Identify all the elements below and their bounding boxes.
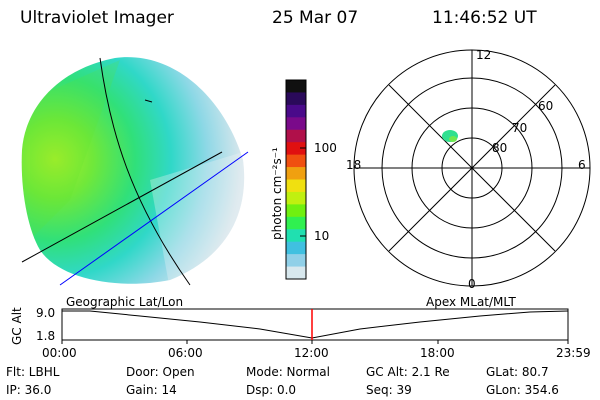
mlt-0-label: 0 (468, 277, 476, 291)
colorbar-segment (286, 254, 306, 268)
mode-status: Mode: Normal (246, 365, 330, 379)
x-tick-1200: 12:00 (294, 346, 329, 360)
altitude-curve (62, 310, 569, 339)
colorbar-segment (286, 80, 306, 93)
earth-disk (21, 57, 245, 284)
filter-status: Flt: LBHL (6, 365, 60, 379)
y-tick-1-8: 1.8 (36, 329, 56, 343)
instrument-title: Ultraviolet Imager (20, 8, 174, 28)
colorbar-tick-10: 10 (314, 229, 330, 243)
colorbar-segment (286, 204, 306, 218)
lon-line (59, 151, 249, 286)
colorbar-segment (286, 92, 306, 106)
dsp-status: Dsp: 0.0 (246, 383, 297, 397)
glon-status: GLon: 354.6 (486, 383, 559, 397)
colorbar-segment (286, 216, 306, 230)
lat-line (21, 151, 223, 263)
x-tick-1800: 18:00 (420, 346, 455, 360)
gc-alt-status: GC Alt: 2.1 Re (366, 365, 450, 379)
mlt-6-label: 6 (578, 158, 586, 172)
colorbar-segment (286, 241, 306, 255)
colorbar-segment (286, 117, 306, 131)
colorbar-segment (286, 142, 306, 156)
ip-status: IP: 36.0 (6, 383, 52, 397)
mlat-80-label: 80 (492, 141, 508, 155)
glat-status: GLat: 80.7 (486, 365, 549, 379)
geographic-label: Geographic Lat/Lon (66, 295, 184, 309)
mlt-12-label: 12 (476, 48, 492, 62)
x-tick-0000: 00:00 (42, 346, 77, 360)
time-label: 11:46:52 UT (432, 8, 537, 28)
mlat-70-label: 70 (512, 121, 528, 135)
colorbar-segment (286, 179, 306, 193)
apex-label: Apex MLat/MLT (426, 295, 516, 309)
colorbar-tick-100: 100 (314, 141, 337, 155)
x-tick-0600: 06:00 (168, 346, 203, 360)
colorbar-segment (286, 167, 306, 180)
colorbar-segment (286, 104, 306, 118)
x-tick-2359: 23:59 (556, 346, 591, 360)
seq-status: Seq: 39 (366, 383, 412, 397)
colorbar-segment (286, 191, 306, 205)
colorbar-segment (286, 154, 306, 168)
mlat-60-label: 60 (538, 99, 554, 113)
date-label: 25 Mar 07 (272, 8, 359, 28)
colorbar-segment (286, 266, 306, 280)
colorbar-segment (286, 229, 306, 243)
mlt-18-label: 18 (346, 158, 362, 172)
y-tick-9: 9.0 (36, 306, 56, 320)
colorbar-segment (286, 129, 306, 143)
terminator-line (99, 57, 191, 286)
gain-status: Gain: 14 (126, 383, 177, 397)
door-status: Door: Open (126, 365, 195, 379)
